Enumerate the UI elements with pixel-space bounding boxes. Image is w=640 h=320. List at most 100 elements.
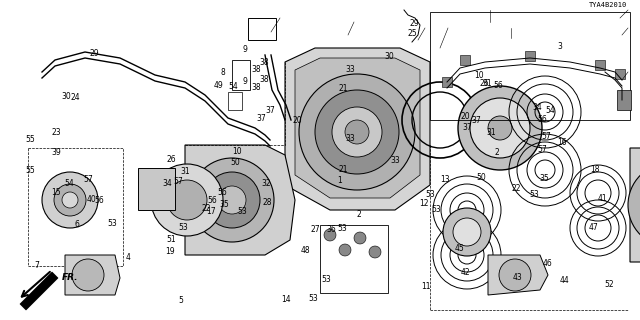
Bar xyxy=(617,90,631,110)
Circle shape xyxy=(354,232,366,244)
Circle shape xyxy=(218,186,246,214)
Text: TYA4B2010: TYA4B2010 xyxy=(589,2,627,8)
Text: 18: 18 xyxy=(591,165,600,174)
Text: 57: 57 xyxy=(83,175,93,184)
Text: 54: 54 xyxy=(228,82,239,91)
Text: 38: 38 xyxy=(251,83,261,92)
Circle shape xyxy=(470,98,530,158)
Text: 13: 13 xyxy=(440,175,451,184)
Circle shape xyxy=(499,259,531,291)
Circle shape xyxy=(190,158,274,242)
Text: 45: 45 xyxy=(454,244,465,252)
Text: 53: 53 xyxy=(178,223,188,232)
Text: 17: 17 xyxy=(206,207,216,216)
Text: 26: 26 xyxy=(479,79,490,88)
Bar xyxy=(228,92,242,110)
Text: 12: 12 xyxy=(419,199,428,208)
Text: 31: 31 xyxy=(483,79,493,88)
Text: 53: 53 xyxy=(321,275,332,284)
Text: 56: 56 xyxy=(94,196,104,204)
Text: 33: 33 xyxy=(346,65,356,74)
Circle shape xyxy=(54,184,86,216)
Text: 21: 21 xyxy=(339,84,348,93)
Text: 36: 36 xyxy=(326,225,337,234)
Text: FR.: FR. xyxy=(62,274,79,283)
Text: 26: 26 xyxy=(166,155,176,164)
Polygon shape xyxy=(20,272,58,310)
Circle shape xyxy=(299,74,415,190)
Text: 33: 33 xyxy=(346,134,356,143)
Text: 9: 9 xyxy=(242,77,247,86)
Text: 54: 54 xyxy=(545,106,556,115)
Text: 57: 57 xyxy=(173,177,183,186)
Text: 31: 31 xyxy=(180,167,191,176)
Circle shape xyxy=(324,229,336,241)
Text: 38: 38 xyxy=(259,58,269,67)
Text: 37: 37 xyxy=(256,114,266,123)
Text: 6: 6 xyxy=(74,220,79,228)
Text: 53: 53 xyxy=(308,294,319,303)
Text: 2: 2 xyxy=(495,148,500,156)
Text: 56: 56 xyxy=(218,188,228,196)
Text: 10: 10 xyxy=(474,71,484,80)
Text: 16: 16 xyxy=(557,138,567,147)
Circle shape xyxy=(458,86,542,170)
Bar xyxy=(615,69,625,79)
Text: 37: 37 xyxy=(265,106,275,115)
Circle shape xyxy=(443,208,491,256)
Circle shape xyxy=(167,180,207,220)
Bar xyxy=(430,12,630,120)
Circle shape xyxy=(488,116,512,140)
Bar xyxy=(232,60,250,90)
Text: 53: 53 xyxy=(529,190,540,199)
Text: 28: 28 xyxy=(263,198,272,207)
Text: 56: 56 xyxy=(493,81,503,90)
Polygon shape xyxy=(65,255,120,295)
Polygon shape xyxy=(185,145,295,255)
Text: 39: 39 xyxy=(51,148,61,157)
Circle shape xyxy=(339,244,351,256)
Text: 34: 34 xyxy=(532,103,543,112)
Text: 49: 49 xyxy=(214,81,224,90)
Circle shape xyxy=(151,164,223,236)
Circle shape xyxy=(345,120,369,144)
Text: 14: 14 xyxy=(281,295,291,304)
Text: 47: 47 xyxy=(589,223,599,232)
Text: 55: 55 xyxy=(26,166,36,175)
Circle shape xyxy=(62,192,78,208)
Text: 29: 29 xyxy=(410,19,420,28)
Text: 44: 44 xyxy=(559,276,570,285)
Circle shape xyxy=(72,259,104,291)
Text: 38: 38 xyxy=(259,75,269,84)
Bar xyxy=(595,60,605,70)
Text: 53: 53 xyxy=(337,224,348,233)
Text: 43: 43 xyxy=(512,273,522,282)
Bar xyxy=(28,148,123,266)
Polygon shape xyxy=(138,168,175,210)
Polygon shape xyxy=(488,255,548,295)
Text: 3: 3 xyxy=(557,42,563,51)
Bar xyxy=(442,77,452,87)
Text: 32: 32 xyxy=(261,179,271,188)
Circle shape xyxy=(453,218,481,246)
Text: 9: 9 xyxy=(242,45,247,54)
Text: 51: 51 xyxy=(166,235,177,244)
Text: 10: 10 xyxy=(232,147,242,156)
Text: 11: 11 xyxy=(421,282,430,291)
Text: 48: 48 xyxy=(301,246,311,255)
Polygon shape xyxy=(285,48,430,210)
Text: 15: 15 xyxy=(51,188,61,196)
Text: 53: 53 xyxy=(237,207,247,216)
Circle shape xyxy=(204,172,260,228)
Text: 56: 56 xyxy=(207,196,218,205)
Text: 53: 53 xyxy=(425,190,435,199)
Polygon shape xyxy=(630,148,640,262)
Text: 37: 37 xyxy=(471,116,481,124)
Text: 50: 50 xyxy=(230,158,241,167)
Text: 29: 29 xyxy=(90,49,100,58)
Text: 40: 40 xyxy=(86,195,97,204)
Circle shape xyxy=(332,107,382,157)
Bar xyxy=(248,18,276,40)
Text: 20: 20 xyxy=(292,116,302,125)
Circle shape xyxy=(315,90,399,174)
